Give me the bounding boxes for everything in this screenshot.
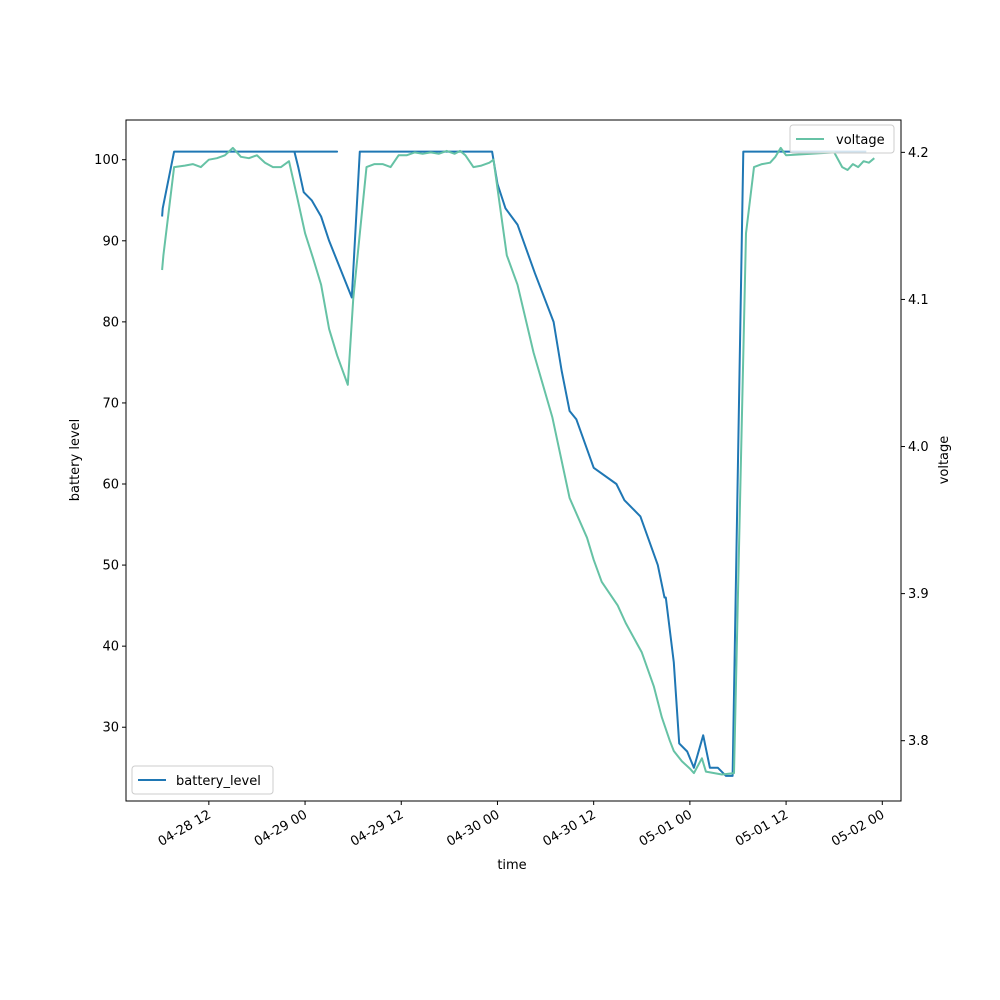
- plot-frame: [125, 119, 902, 802]
- y-left-tick-label: 90: [102, 234, 119, 249]
- legend-box: [789, 124, 895, 154]
- y-left-tick-label: 50: [102, 559, 119, 574]
- x-tick-label: 05-01 00: [637, 807, 695, 849]
- x-axis-label: time: [497, 858, 526, 873]
- x-tick-label: 04-30 12: [541, 807, 599, 849]
- x-tick-label: 04-29 00: [252, 807, 310, 849]
- legend-label-battery-level: battery_level: [176, 774, 261, 789]
- y-right-tick-label: 4.0: [908, 440, 929, 455]
- legend-label-voltage: voltage: [836, 133, 885, 148]
- x-tick-label: 05-01 12: [733, 807, 791, 849]
- y-right-tick-label: 3.9: [908, 587, 929, 602]
- y-axis-right: 3.8 3.9 4.0 4.1 4.2: [901, 146, 929, 749]
- y-left-tick-label: 40: [102, 640, 119, 655]
- plot-lines: [161, 146, 875, 777]
- x-tick-label: 04-30 00: [444, 807, 502, 849]
- x-tick-label: 05-02 00: [829, 807, 887, 849]
- series-line-voltage: [161, 146, 875, 776]
- y-left-tick-label: 60: [102, 478, 119, 493]
- y-right-tick-label: 4.2: [908, 146, 929, 161]
- x-tick-label: 04-29 12: [348, 807, 406, 849]
- legend-box: [131, 765, 274, 795]
- y-right-tick-label: 4.1: [908, 293, 929, 308]
- y-axis-left-label: battery level: [68, 419, 83, 502]
- y-axis-right-label: voltage: [937, 436, 952, 485]
- x-tick-label: 04-28 12: [156, 807, 214, 849]
- y-left-tick-label: 80: [102, 315, 119, 330]
- y-left-tick-label: 70: [102, 396, 119, 411]
- y-left-tick-label: 30: [102, 721, 119, 736]
- x-axis: 04-28 12 04-29 00 04-29 12 04-30 00 04-30 12…: [156, 801, 887, 850]
- series-line-battery-level: [161, 150, 867, 777]
- y-left-tick-label: 100: [94, 153, 119, 168]
- legend-battery-level: battery_level: [131, 765, 274, 795]
- y-axis-left: 30 40 50 60 70 80 90 100: [94, 153, 126, 736]
- legend-voltage: voltage: [789, 124, 895, 154]
- y-right-tick-label: 3.8: [908, 734, 929, 749]
